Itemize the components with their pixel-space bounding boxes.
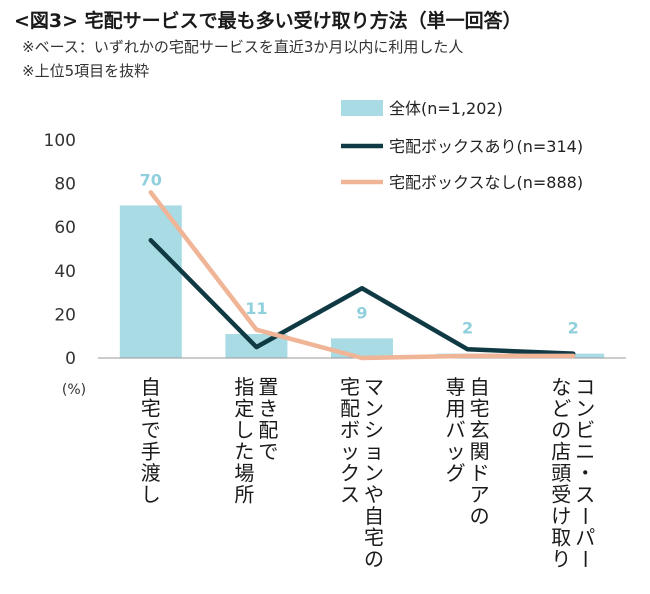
x-category-char: の bbox=[364, 547, 384, 571]
x-category-char: ニ bbox=[575, 440, 595, 464]
chart-title: <図3> 宅配サービスで最も多い受け取り方法（単一回答） bbox=[14, 10, 522, 32]
x-category-char: 自 bbox=[141, 375, 161, 399]
y-tick-label: 80 bbox=[54, 175, 76, 195]
x-category-char: 宅 bbox=[340, 375, 360, 399]
y-tick-label: 40 bbox=[54, 262, 76, 282]
x-category-char: で bbox=[141, 418, 161, 442]
x-category-char: ン bbox=[364, 461, 384, 485]
y-tick-label: 20 bbox=[54, 305, 76, 325]
x-category-char: 用 bbox=[446, 397, 466, 421]
x-category-char: り bbox=[551, 547, 571, 571]
line-series-1 bbox=[148, 238, 576, 356]
x-category-char: ボ bbox=[340, 418, 360, 442]
legend-swatch-bar bbox=[341, 100, 383, 116]
legend-label-nobox: 宅配ボックスなし(n=888) bbox=[389, 173, 583, 192]
bar-data-label: 9 bbox=[356, 303, 367, 322]
x-category-char: ー bbox=[573, 549, 597, 569]
x-category-char: パ bbox=[575, 526, 595, 550]
x-category-char: 所 bbox=[234, 483, 254, 507]
chart-note-top5: ※上位5項目を抜粋 bbox=[22, 62, 150, 80]
x-category-char: グ bbox=[446, 461, 466, 485]
chart-note-base: ※ベース：いずれかの宅配サービスを直近3か月以内に利用した人 bbox=[22, 38, 464, 56]
x-category-char: ョ bbox=[364, 440, 384, 464]
x-category-char: 店 bbox=[551, 440, 571, 464]
x-category-char: マ bbox=[364, 375, 384, 399]
x-category-char: ッ bbox=[340, 440, 360, 464]
x-category-char: 受 bbox=[551, 483, 571, 507]
x-category-char: 自 bbox=[470, 375, 490, 399]
line-series-2 bbox=[148, 190, 576, 361]
x-category-char: た bbox=[234, 440, 254, 464]
x-category-char: ク bbox=[340, 461, 360, 485]
x-category-char: シ bbox=[364, 418, 384, 442]
x-category-char: ど bbox=[551, 397, 571, 421]
x-category-char: し bbox=[141, 483, 161, 507]
x-category-char: 宅 bbox=[364, 526, 384, 550]
x-category-char: ド bbox=[470, 461, 490, 485]
x-category-char: 専 bbox=[446, 375, 466, 399]
x-category-char: の bbox=[551, 418, 571, 442]
x-category-char: き bbox=[258, 397, 278, 421]
x-category-char: 配 bbox=[258, 418, 278, 442]
bar-data-label: 70 bbox=[140, 170, 162, 189]
x-category-char: コ bbox=[575, 375, 595, 399]
x-category-char: 取 bbox=[551, 526, 571, 550]
bar-data-label: 2 bbox=[568, 319, 579, 338]
x-category-char: 玄 bbox=[470, 418, 490, 442]
x-category-char: ン bbox=[364, 397, 384, 421]
x-category-char: 場 bbox=[234, 461, 254, 485]
x-category-char: な bbox=[551, 375, 571, 399]
x-category-char: 頭 bbox=[551, 461, 571, 485]
x-category-char: ン bbox=[575, 397, 595, 421]
x-category-char: で bbox=[258, 440, 278, 464]
x-category-char: 宅 bbox=[141, 397, 161, 421]
x-category-char: ア bbox=[470, 483, 490, 507]
x-category-char: け bbox=[551, 504, 571, 528]
x-category-char: 宅 bbox=[470, 397, 490, 421]
x-category-char: 配 bbox=[340, 397, 360, 421]
x-category-char: バ bbox=[446, 418, 466, 442]
x-category-char: 渡 bbox=[141, 461, 161, 485]
x-category-char: 関 bbox=[470, 440, 490, 464]
y-tick-label: 0 bbox=[65, 349, 76, 369]
x-category-char: ス bbox=[340, 483, 360, 507]
y-tick-label: 100 bbox=[44, 131, 76, 151]
x-category-char: や bbox=[364, 483, 384, 507]
bar-1 bbox=[119, 205, 182, 358]
bar-3 bbox=[331, 338, 393, 358]
x-category-char: 指 bbox=[234, 375, 254, 399]
bar-data-label: 2 bbox=[462, 319, 473, 338]
legend-label-box: 宅配ボックスあり(n=314) bbox=[389, 137, 583, 156]
x-category-char: し bbox=[234, 418, 254, 442]
x-category-char: 置 bbox=[258, 375, 278, 399]
x-category-char: ス bbox=[575, 483, 595, 507]
y-tick-label: 60 bbox=[54, 218, 76, 238]
x-category-char: ー bbox=[573, 506, 597, 526]
y-unit-label: (%) bbox=[62, 382, 86, 398]
x-category-char: 定 bbox=[234, 397, 254, 421]
x-category-char: ッ bbox=[446, 440, 466, 464]
legend-label-total: 全体(n=1,202) bbox=[389, 99, 503, 118]
x-category-char: の bbox=[470, 504, 490, 528]
x-category-char: 自 bbox=[364, 504, 384, 528]
x-category-char: ・ bbox=[575, 461, 595, 485]
bar-data-label: 11 bbox=[245, 299, 267, 318]
x-category-char: 手 bbox=[141, 440, 161, 464]
x-category-char: ビ bbox=[575, 418, 595, 442]
